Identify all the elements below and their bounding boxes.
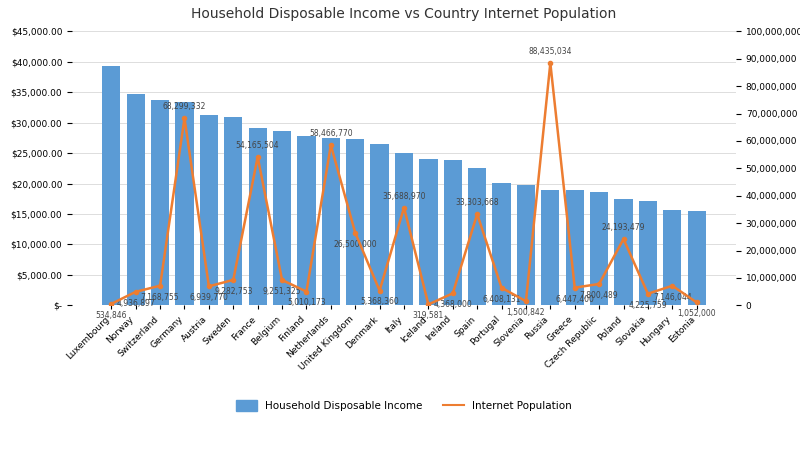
Bar	[151, 100, 170, 305]
Bar	[541, 190, 559, 305]
Text: 35,688,970: 35,688,970	[382, 192, 426, 201]
Text: 6,408,131: 6,408,131	[482, 295, 521, 304]
Bar	[175, 102, 194, 305]
Bar	[614, 199, 633, 305]
Text: 54,165,504: 54,165,504	[236, 141, 279, 150]
Text: 319,581: 319,581	[413, 311, 444, 320]
Text: 6,447,400: 6,447,400	[555, 295, 594, 304]
Text: 7,800,489: 7,800,489	[580, 291, 618, 300]
Bar	[590, 192, 608, 305]
Bar	[687, 211, 706, 305]
Bar	[200, 115, 218, 305]
Bar	[663, 210, 682, 305]
Text: 9,282,753: 9,282,753	[214, 287, 253, 296]
Bar	[444, 160, 462, 305]
Bar	[517, 185, 535, 305]
Bar	[224, 117, 242, 305]
Text: 33,303,668: 33,303,668	[455, 198, 499, 207]
Bar	[322, 138, 340, 305]
Bar	[249, 128, 267, 305]
Bar	[566, 190, 584, 305]
Text: 68,299,332: 68,299,332	[163, 102, 206, 111]
Text: 88,435,034: 88,435,034	[529, 47, 572, 56]
Text: 26,500,000: 26,500,000	[334, 240, 377, 249]
Text: 1,052,000: 1,052,000	[678, 309, 716, 318]
Bar	[638, 201, 657, 305]
Bar	[468, 168, 486, 305]
Text: 4,368,000: 4,368,000	[434, 300, 472, 309]
Text: 4,225,759: 4,225,759	[629, 300, 667, 310]
Title: Household Disposable Income vs Country Internet Population: Household Disposable Income vs Country I…	[191, 7, 617, 21]
Bar	[370, 144, 389, 305]
Bar	[419, 158, 438, 305]
Text: 4,936,897: 4,936,897	[116, 299, 155, 308]
Legend: Household Disposable Income, Internet Population: Household Disposable Income, Internet Po…	[232, 396, 576, 415]
Text: 24,193,479: 24,193,479	[602, 223, 646, 232]
Text: 7,168,755: 7,168,755	[141, 293, 179, 302]
Text: 5,368,360: 5,368,360	[360, 298, 399, 307]
Text: 58,466,770: 58,466,770	[309, 129, 353, 138]
Text: 6,939,770: 6,939,770	[190, 293, 228, 302]
Bar	[126, 93, 145, 305]
Bar	[273, 131, 291, 305]
Text: 1,500,842: 1,500,842	[506, 308, 545, 317]
Text: 534,846: 534,846	[95, 311, 127, 320]
Text: 9,251,325: 9,251,325	[263, 287, 302, 296]
Text: 7,146,044: 7,146,044	[653, 293, 692, 302]
Bar	[493, 183, 510, 305]
Bar	[298, 136, 315, 305]
Text: 5,010,173: 5,010,173	[287, 299, 326, 308]
Bar	[395, 153, 413, 305]
Bar	[102, 66, 121, 305]
Bar	[346, 139, 364, 305]
